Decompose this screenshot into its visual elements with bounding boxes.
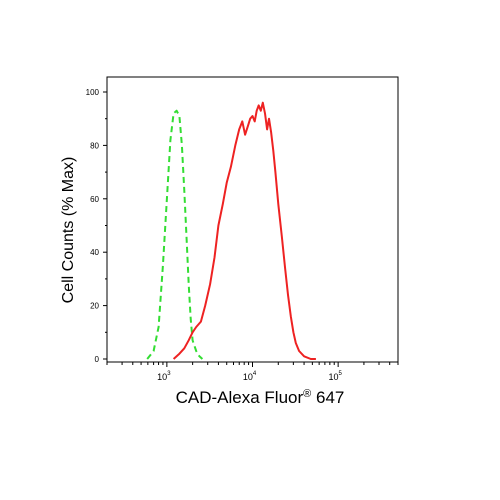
plot-frame bbox=[106, 76, 399, 363]
x-tick-base: 10 bbox=[243, 372, 253, 382]
x-axis-label-suffix: 647 bbox=[311, 388, 345, 407]
x-axis-label: CAD-Alexa Fluor® 647 bbox=[150, 388, 370, 408]
y-tick-label: 80 bbox=[90, 141, 99, 150]
x-tick-exponent: 4 bbox=[253, 371, 257, 377]
x-tick-exponent: 5 bbox=[338, 371, 342, 377]
x-tick-label: 104 bbox=[243, 371, 257, 382]
x-axis-label-superscript: ® bbox=[303, 388, 312, 400]
x-tick-base: 10 bbox=[328, 372, 338, 382]
series-line-1 bbox=[146, 109, 204, 360]
x-tick-label: 105 bbox=[328, 371, 342, 382]
y-axis-label: Cell Counts (% Max) bbox=[60, 156, 77, 304]
x-axis-label-main: CAD-Alexa Fluor bbox=[175, 388, 304, 407]
series-line-2 bbox=[172, 101, 316, 360]
y-tick-label: 100 bbox=[86, 88, 100, 97]
y-tick-label: 0 bbox=[95, 355, 100, 364]
x-tick-exponent: 3 bbox=[167, 371, 171, 377]
x-tick-label: 103 bbox=[157, 371, 171, 382]
y-tick-label: 60 bbox=[90, 195, 99, 204]
series-layer bbox=[146, 101, 316, 360]
tick-marks bbox=[103, 91, 399, 367]
y-tick-label: 20 bbox=[90, 302, 99, 311]
y-tick-label: 40 bbox=[90, 248, 99, 257]
x-tick-base: 10 bbox=[157, 372, 167, 382]
